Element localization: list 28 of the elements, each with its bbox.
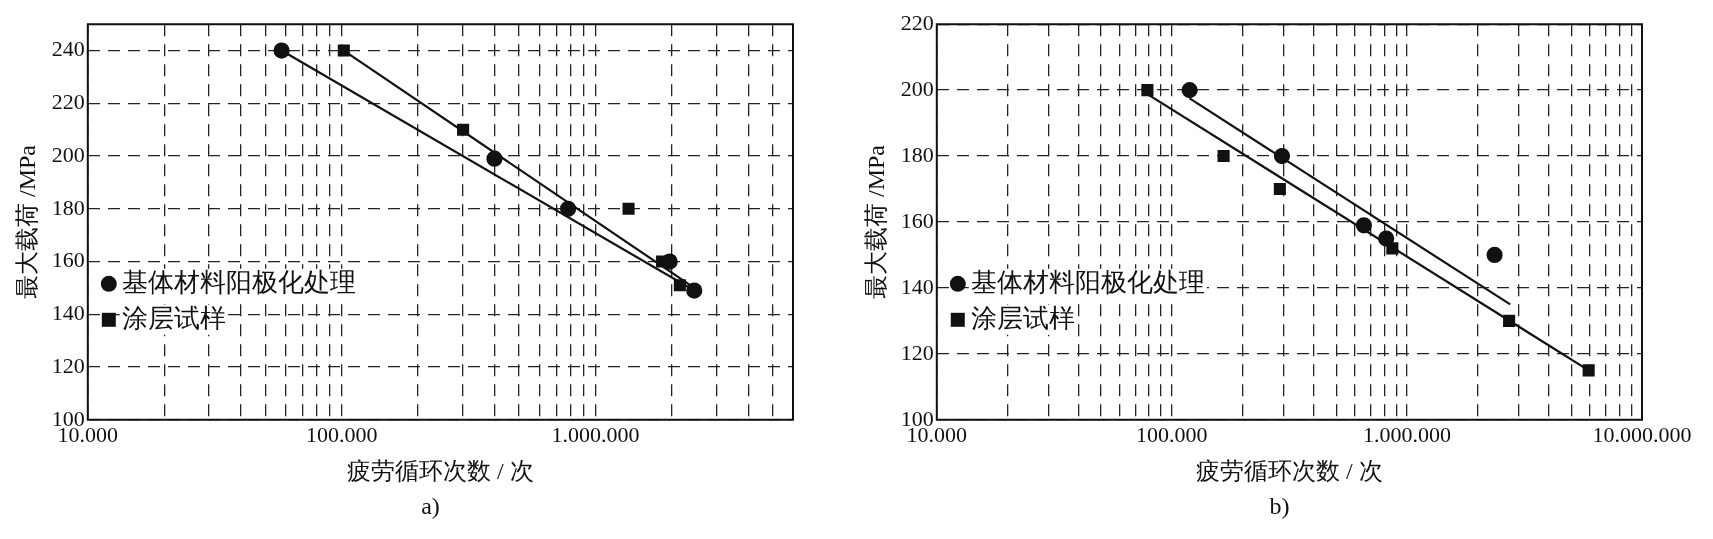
x-tick-label: 100.000 bbox=[305, 421, 378, 447]
legend-label: 基体材料阳极化处理 bbox=[970, 267, 1205, 297]
x-tick-label: 1.000.000 bbox=[551, 421, 640, 447]
x-tick-label: 10.000.000 bbox=[1592, 421, 1692, 447]
y-tick-label: 160 bbox=[51, 247, 85, 273]
y-tick-label: 160 bbox=[900, 207, 934, 233]
y-tick-label: 120 bbox=[51, 352, 85, 378]
legend-label: 基体材料阳极化处理 bbox=[121, 267, 356, 297]
y-tick-label: 140 bbox=[900, 273, 934, 299]
y-tick-label: 240 bbox=[51, 36, 85, 62]
legend-label: 涂层试样 bbox=[121, 303, 226, 333]
y-tick-label: 200 bbox=[51, 141, 85, 167]
y-axis-title: 最大载荷 /MPa bbox=[13, 144, 40, 300]
y-tick-label: 120 bbox=[900, 339, 934, 365]
y-tick-label: 140 bbox=[51, 300, 85, 326]
y-tick-label: 220 bbox=[51, 89, 85, 115]
x-axis-title: 疲劳循环次数 / 次 bbox=[347, 457, 534, 484]
y-tick-label: 220 bbox=[900, 9, 934, 35]
y-axis-title: 最大载荷 /MPa bbox=[862, 144, 889, 300]
y-tick-label: 200 bbox=[900, 75, 934, 101]
text: a) bbox=[420, 493, 441, 520]
x-tick-label: 1.000.000 bbox=[1362, 421, 1451, 447]
x-tick-label: 100.000 bbox=[1136, 421, 1208, 447]
y-tick-label: 180 bbox=[51, 194, 85, 220]
y-tick-label: 180 bbox=[900, 141, 934, 167]
x-axis-title: 疲劳循环次数 / 次 bbox=[1196, 457, 1383, 484]
legend-label: 涂层试样 bbox=[970, 303, 1075, 333]
text: b) bbox=[1268, 493, 1291, 520]
